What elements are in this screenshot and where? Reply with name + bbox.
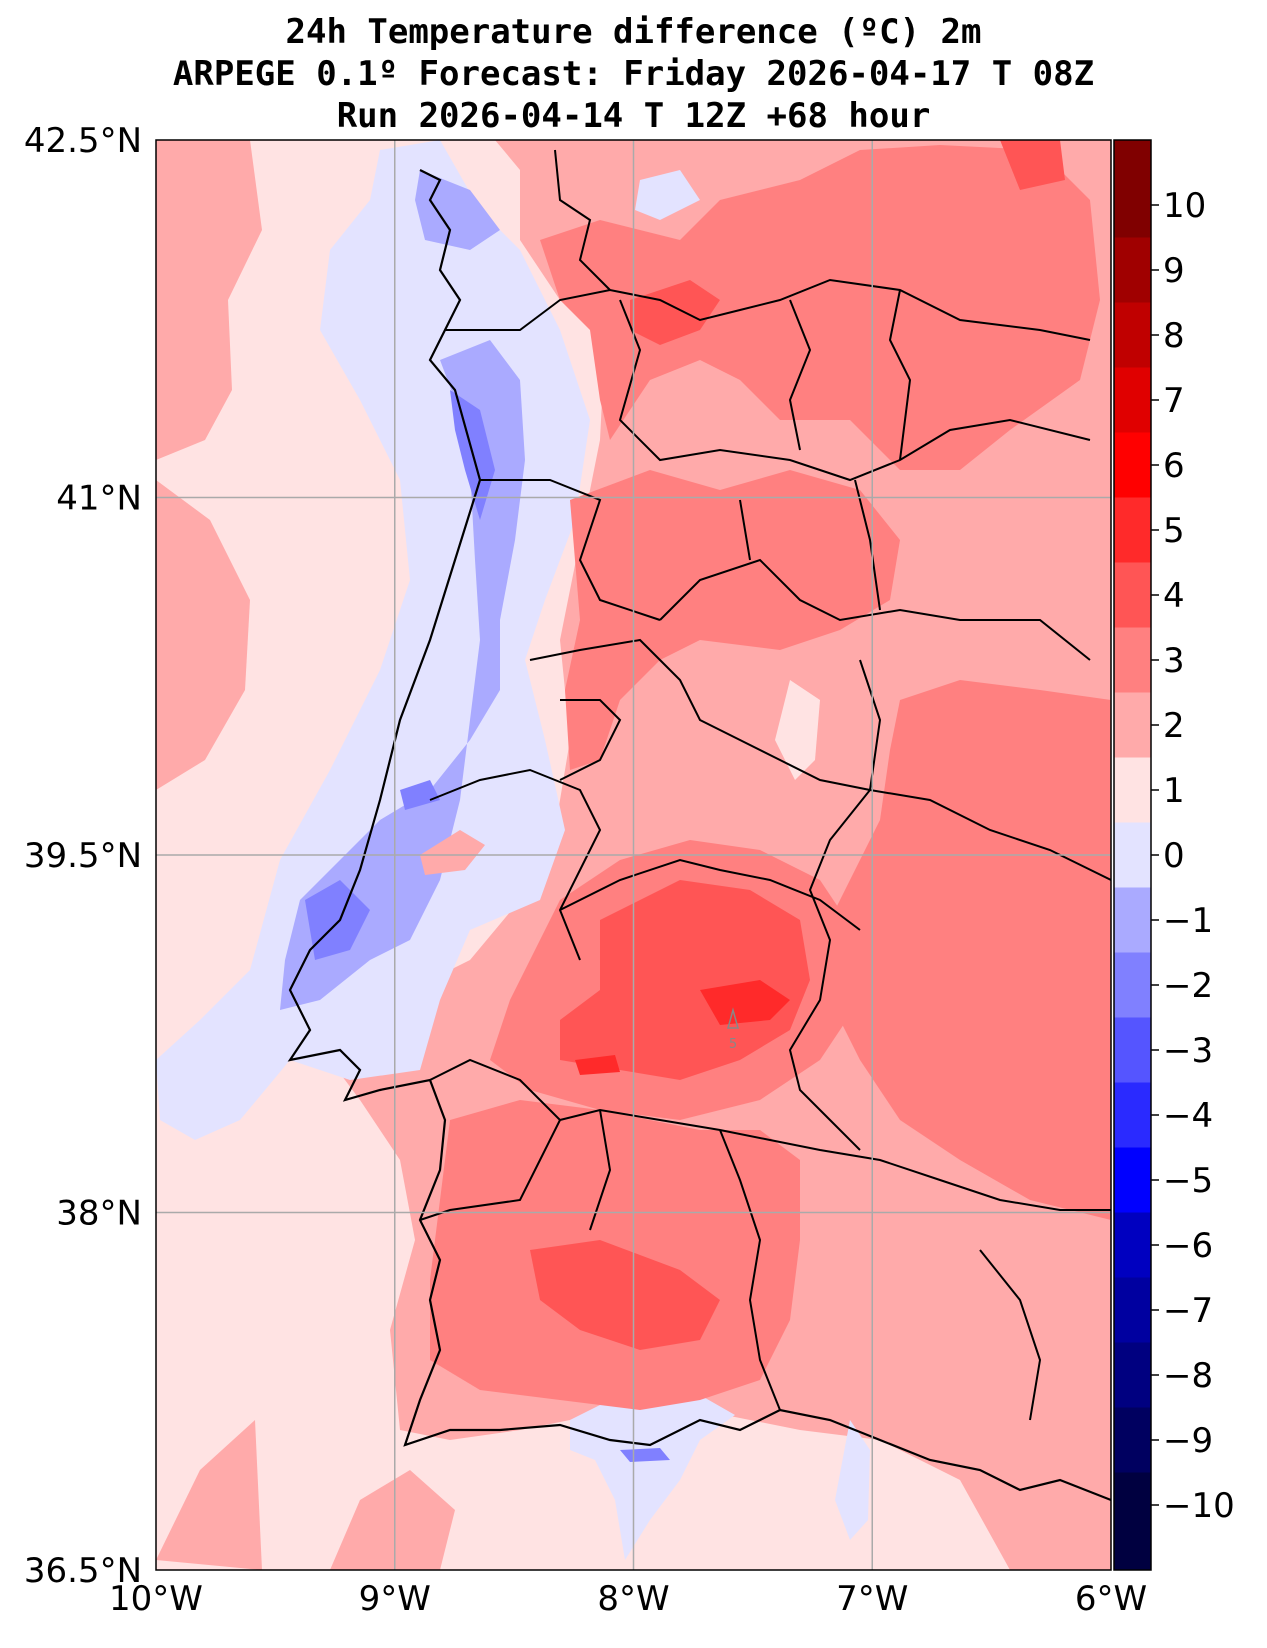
colorbar-swatch bbox=[1114, 887, 1151, 953]
hot-core-alentejo bbox=[560, 880, 810, 1080]
lon-tick-label: 6°W bbox=[1075, 1579, 1147, 1619]
lat-tick-label: 39.5°N bbox=[24, 836, 142, 876]
colorbar-tick-label: 2 bbox=[1163, 706, 1185, 746]
colorbar-tick-label: −6 bbox=[1163, 1226, 1213, 1266]
map-frame bbox=[155, 139, 1112, 1571]
cold-patch-north bbox=[635, 170, 700, 220]
neutral-pocket-center bbox=[775, 680, 820, 780]
colorbar-tick-label: 4 bbox=[1163, 576, 1185, 616]
gridlines bbox=[156, 140, 1111, 1570]
offshore-warm-west bbox=[156, 480, 250, 790]
colorbar-tick-label: 0 bbox=[1163, 836, 1185, 876]
colorbar-tick-label: −5 bbox=[1163, 1161, 1213, 1201]
cold-patch-south bbox=[570, 1390, 735, 1560]
colorbar-tick-label: −3 bbox=[1163, 1031, 1213, 1071]
lat-tick-label: 41°N bbox=[56, 479, 142, 519]
lat-tick-label: 42.5°N bbox=[24, 121, 142, 161]
offshore-warm-south bbox=[156, 1420, 262, 1570]
colorbar-swatch bbox=[1114, 237, 1151, 303]
colorbar-swatch bbox=[1114, 757, 1151, 823]
lon-tick-label: 9°W bbox=[359, 1579, 431, 1619]
colorbar-tick-label: −8 bbox=[1163, 1356, 1213, 1396]
colorbar bbox=[1114, 140, 1151, 1570]
colorbar-swatch bbox=[1114, 1277, 1151, 1343]
warm-pocket-lisbon bbox=[420, 830, 485, 875]
district-boundaries bbox=[419, 149, 1111, 1421]
colorbar-swatch bbox=[1114, 1212, 1151, 1278]
colorbar-swatch bbox=[1114, 822, 1151, 888]
hot-core-south bbox=[530, 1240, 720, 1350]
colorbar-swatch bbox=[1114, 140, 1151, 238]
lat-tick-label: 38°N bbox=[56, 1194, 142, 1234]
colorbar-swatch bbox=[1114, 627, 1151, 693]
colorbar-tick-label: −1 bbox=[1163, 901, 1213, 941]
colorbar-swatch bbox=[1114, 302, 1151, 368]
longitude-axis: 10°W 9°W 8°W 7°W 6°W bbox=[109, 1579, 1147, 1619]
cold-band-dark-3 bbox=[400, 780, 440, 810]
colorbar-swatch bbox=[1114, 367, 1151, 433]
local-max-marker bbox=[727, 1007, 739, 1029]
coastline bbox=[287, 169, 1111, 1502]
colorbar-tick-label: 3 bbox=[1163, 641, 1185, 681]
lon-tick-label: 10°W bbox=[109, 1579, 203, 1619]
colorbar-tick-label: −2 bbox=[1163, 966, 1213, 1006]
colorbar-tick-label: 10 bbox=[1163, 186, 1206, 226]
latitude-axis: 42.5°N 41°N 39.5°N 38°N 36.5°N bbox=[24, 121, 142, 1591]
lon-tick-label: 7°W bbox=[836, 1579, 908, 1619]
warm-mid-center bbox=[565, 470, 900, 770]
cold-band-medium-2 bbox=[280, 340, 525, 1010]
colorbar-tick-label: 6 bbox=[1163, 446, 1185, 486]
offshore-warm-sw bbox=[330, 1470, 455, 1570]
colorbar-swatch bbox=[1114, 1407, 1151, 1473]
lon-tick-label: 8°W bbox=[597, 1579, 669, 1619]
hot-core-east bbox=[1000, 140, 1065, 190]
colorbar-swatch bbox=[1114, 432, 1151, 498]
colorbar-swatch bbox=[1114, 1082, 1151, 1148]
colorbar-swatch bbox=[1114, 692, 1151, 758]
chart-title-line-3: Run 2026-04-14 T 12Z +68 hour bbox=[336, 96, 931, 136]
colorbar-tick-label: 5 bbox=[1163, 511, 1185, 551]
local-max-label: 5 bbox=[729, 1037, 737, 1052]
hottest-core-2 bbox=[575, 1055, 620, 1075]
colorbar-swatch bbox=[1114, 562, 1151, 628]
warm-mid-east bbox=[820, 680, 1111, 1220]
colorbar-swatch bbox=[1114, 1472, 1151, 1570]
cold-band-medium bbox=[415, 170, 500, 250]
cold-patch-se bbox=[835, 1420, 870, 1540]
colorbar-tick-label: 1 bbox=[1163, 771, 1185, 811]
chart-title-line-2: ARPEGE 0.1º Forecast: Friday 2026-04-17 … bbox=[172, 54, 1095, 94]
cold-band-dark-4 bbox=[620, 1448, 670, 1462]
colorbar-swatch bbox=[1114, 1017, 1151, 1083]
colorbar-tick-label: 8 bbox=[1163, 316, 1185, 356]
colorbar-swatch bbox=[1114, 952, 1151, 1018]
lat-tick-label: 36.5°N bbox=[24, 1551, 142, 1591]
colorbar-swatch bbox=[1114, 497, 1151, 563]
colorbar-tick-label: −7 bbox=[1163, 1291, 1213, 1331]
warm-mid-north bbox=[540, 145, 1100, 470]
colorbar-tick-label: 7 bbox=[1163, 381, 1185, 421]
hottest-core bbox=[700, 980, 790, 1025]
chart-title-line-1: 24h Temperature difference (ºC) 2m bbox=[285, 12, 982, 52]
colorbar-swatch bbox=[1114, 1342, 1151, 1408]
colorbar-tick-label: −9 bbox=[1163, 1421, 1213, 1461]
offshore-warm-north bbox=[156, 140, 262, 460]
colorbar-tick-label: −10 bbox=[1163, 1486, 1235, 1526]
colorbar-tick-label: 9 bbox=[1163, 251, 1185, 291]
colorbar-swatch bbox=[1114, 1147, 1151, 1213]
hot-core-north bbox=[630, 280, 720, 345]
colorbar-tick-label: −4 bbox=[1163, 1096, 1213, 1136]
